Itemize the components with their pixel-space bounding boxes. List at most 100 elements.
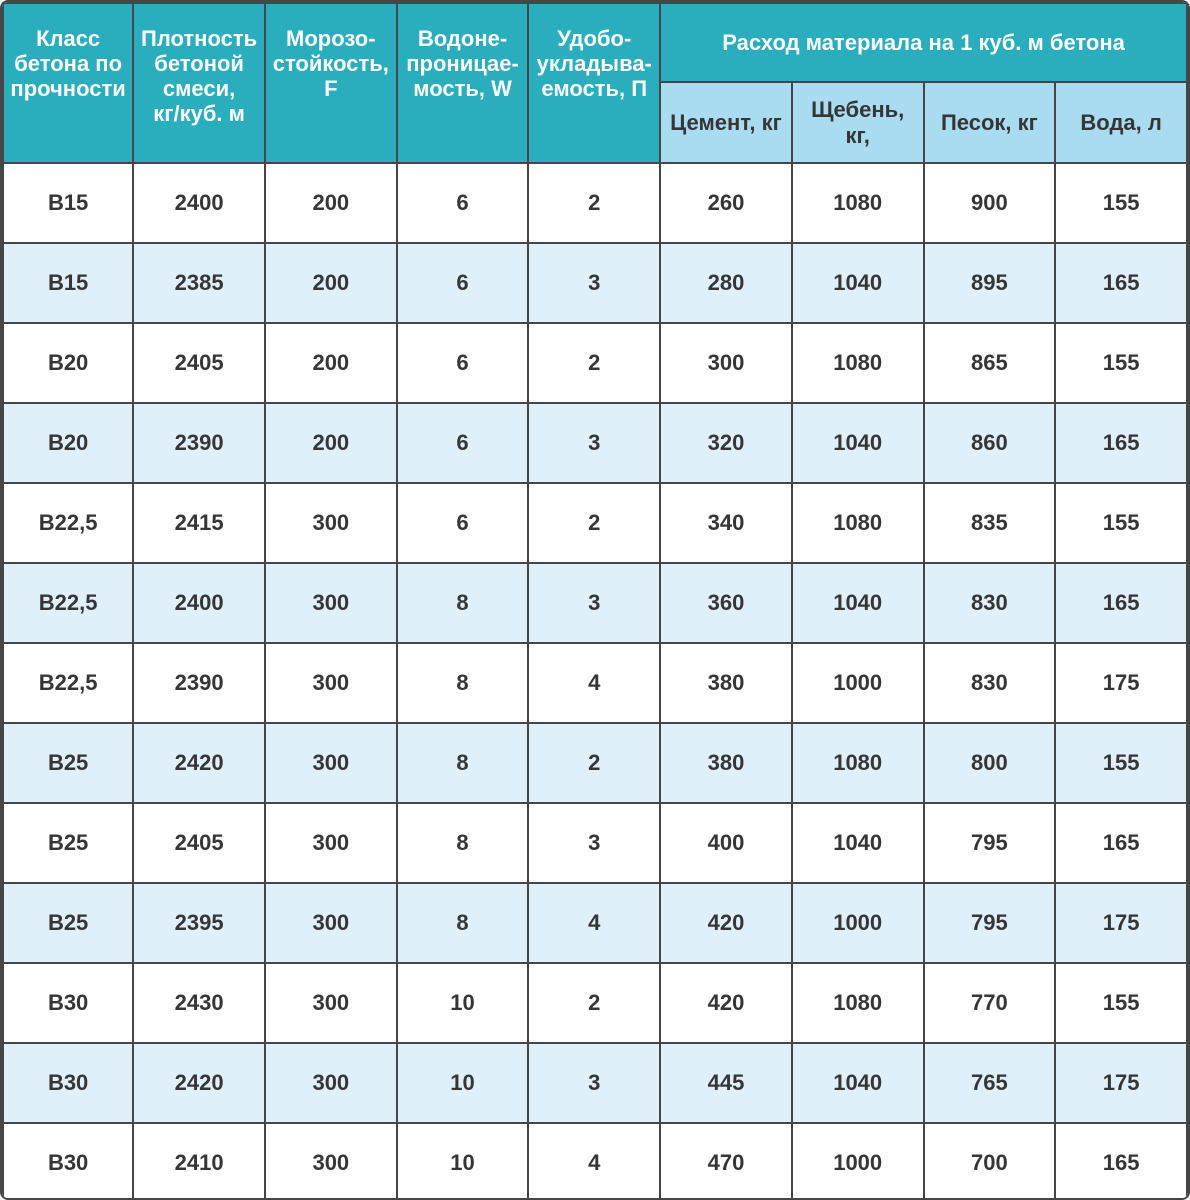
table-row: В25 2395 300 8 4 420 1000 795 175	[2, 882, 1188, 964]
table-cell: 860	[922, 402, 1057, 484]
col-header-density: Плотность бетоной смеси, кг/куб. м	[132, 2, 266, 164]
table-cell: 895	[922, 242, 1057, 324]
table-cell: 795	[922, 802, 1057, 884]
table-cell: 300	[263, 962, 398, 1044]
table-cell: 360	[659, 562, 793, 644]
table-cell: 10	[395, 1042, 530, 1124]
table-cell: 300	[263, 802, 398, 884]
table-cell: 1040	[790, 1042, 925, 1124]
table-cell: 8	[395, 882, 530, 964]
table-cell: 8	[395, 562, 530, 644]
table-row: В30 2430 300 10 2 420 1080 770 155	[2, 962, 1188, 1044]
table-cell: 155	[1054, 162, 1188, 244]
table-cell: 1040	[790, 802, 925, 884]
table-cell: 900	[922, 162, 1057, 244]
table-cell: 2410	[132, 1122, 266, 1198]
table-cell: 165	[1054, 562, 1188, 644]
table-row: В15 2385 200 6 3 280 1040 895 165	[2, 242, 1188, 324]
table-cell: 2405	[132, 802, 266, 884]
col-header-workability: Удобо- укладыва- емость, П	[527, 2, 662, 164]
table-cell: 320	[659, 402, 793, 484]
table-cell: 10	[395, 1122, 530, 1198]
table-row: В30 2420 300 10 3 445 1040 765 175	[2, 1042, 1188, 1124]
table-row: В25 2420 300 8 2 380 1080 800 155	[2, 722, 1188, 804]
table-cell: 340	[659, 482, 793, 564]
table-cell: 175	[1054, 1042, 1188, 1124]
table-cell: 200	[263, 322, 398, 404]
table-cell: 300	[263, 642, 398, 724]
table-cell: 700	[922, 1122, 1057, 1198]
table-cell: 1040	[790, 562, 925, 644]
table-cell: 1000	[790, 1122, 925, 1198]
table-cell: 2420	[132, 722, 266, 804]
table-cell: 8	[395, 802, 530, 884]
table-cell: 2415	[132, 482, 266, 564]
table-cell: В22,5	[2, 562, 135, 644]
table-cell: 300	[263, 722, 398, 804]
table-cell: 800	[922, 722, 1057, 804]
table-cell: 300	[659, 322, 793, 404]
table-cell: 6	[395, 402, 530, 484]
header-row-sub: Цемент, кг Щебень, кг, Песок, кг Вода, л	[3, 81, 1188, 164]
table-cell: 1000	[790, 642, 925, 724]
table-cell: 420	[659, 882, 793, 964]
table-cell: В22,5	[2, 482, 135, 564]
header-row-top: Класс бетона по прочности Плотность бето…	[2, 2, 1188, 164]
table-row: В15 2400 200 6 2 260 1080 900 155	[2, 162, 1188, 244]
table-cell: 2	[527, 722, 662, 804]
table-cell: 6	[395, 242, 530, 324]
table-row: В22,5 2415 300 6 2 340 1080 835 155	[2, 482, 1188, 564]
table-cell: 155	[1054, 482, 1188, 564]
subcol-header-sand: Песок, кг	[922, 81, 1057, 164]
table-cell: 10	[395, 962, 530, 1044]
table-cell: 165	[1054, 402, 1188, 484]
table-cell: 300	[263, 562, 398, 644]
table-cell: 1000	[790, 882, 925, 964]
table-cell: 1080	[790, 162, 925, 244]
table-cell: 3	[527, 802, 662, 884]
table-cell: 2395	[132, 882, 266, 964]
table-cell: В22,5	[2, 642, 135, 724]
table-cell: В15	[2, 242, 135, 324]
table-cell: 4	[527, 642, 662, 724]
table-cell: 3	[527, 1042, 662, 1124]
table-cell: 835	[922, 482, 1057, 564]
table-cell: 765	[922, 1042, 1057, 1124]
table-cell: 4	[527, 1122, 662, 1198]
table-cell: В20	[2, 322, 135, 404]
table-cell: 200	[263, 162, 398, 244]
table-cell: 3	[527, 242, 662, 324]
table-cell: 795	[922, 882, 1057, 964]
subcol-header-gravel: Щебень, кг,	[790, 81, 925, 164]
table-cell: 3	[527, 402, 662, 484]
table-row: В20 2390 200 6 3 320 1040 860 165	[2, 402, 1188, 484]
table-cell: В15	[2, 162, 135, 244]
table-cell: 380	[659, 722, 793, 804]
table-cell: 865	[922, 322, 1057, 404]
table-row: В30 2410 300 10 4 470 1000 700 165	[2, 1122, 1188, 1198]
table-cell: 830	[922, 562, 1057, 644]
table-row: В22,5 2390 300 8 4 380 1000 830 175	[2, 642, 1188, 724]
table-cell: 175	[1054, 882, 1188, 964]
table-row: В22,5 2400 300 8 3 360 1040 830 165	[2, 562, 1188, 644]
table-cell: 2405	[132, 322, 266, 404]
table-cell: 1040	[790, 242, 925, 324]
table-cell: 400	[659, 802, 793, 884]
table-cell: 6	[395, 482, 530, 564]
table-cell: 2400	[132, 562, 266, 644]
table-cell: В25	[2, 722, 135, 804]
table-cell: 1080	[790, 962, 925, 1044]
table-cell: 3	[527, 562, 662, 644]
table-cell: 1080	[790, 322, 925, 404]
table-cell: 1080	[790, 482, 925, 564]
table-cell: В30	[2, 1042, 135, 1124]
table-cell: 420	[659, 962, 793, 1044]
col-header-strength-class: Класс бетона по прочности	[2, 2, 135, 164]
table-row: В20 2405 200 6 2 300 1080 865 155	[2, 322, 1188, 404]
table-header: Класс бетона по прочности Плотность бето…	[2, 2, 1188, 164]
table-cell: 830	[922, 642, 1057, 724]
table-cell: 8	[395, 642, 530, 724]
table-cell: 300	[263, 1042, 398, 1124]
table-cell: 2	[527, 322, 662, 404]
